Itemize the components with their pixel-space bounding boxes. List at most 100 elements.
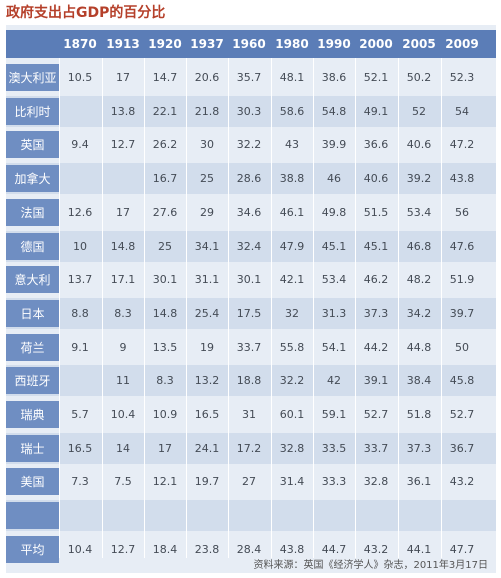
column-divider xyxy=(313,58,314,558)
table-cell: 10.4 xyxy=(67,542,93,556)
table-cell: 32.8 xyxy=(363,475,389,489)
row-label: 荷兰 xyxy=(6,333,59,361)
data-table: 1870 1913 1920 1937 1960 1980 1990 2000 2005 2009… xyxy=(6,25,496,573)
column-divider xyxy=(271,58,272,558)
table-cell: 7.5 xyxy=(114,475,132,489)
table-cell: 18.4 xyxy=(152,542,178,556)
table-cell: 49.8 xyxy=(321,205,347,219)
table-cell xyxy=(59,365,101,396)
table-cell: 33.7 xyxy=(363,441,389,455)
row-label: 西班牙 xyxy=(6,367,59,395)
table-cell: 9 xyxy=(119,340,127,354)
table-cell xyxy=(102,500,144,531)
row-label: 意大利 xyxy=(6,266,59,294)
table-cell: 52.7 xyxy=(449,408,475,421)
year-header-1980: 1980 xyxy=(275,37,309,51)
year-header-1960: 1960 xyxy=(232,37,266,51)
table-cell: 51.8 xyxy=(406,408,432,421)
table-cell: 53.4 xyxy=(321,273,347,287)
table-cell: 32.4 xyxy=(236,239,262,253)
table-cell: 30.1 xyxy=(236,273,262,287)
year-header-1920: 1920 xyxy=(148,37,182,51)
table-cell: 28.4 xyxy=(236,542,262,556)
table-cell: 48.2 xyxy=(406,273,432,287)
table-cell xyxy=(313,500,355,531)
table-cell xyxy=(186,500,228,531)
table-cell: 34.6 xyxy=(236,205,262,219)
table-cell: 5.7 xyxy=(71,408,89,421)
year-header-2005: 2005 xyxy=(402,37,436,51)
table-cell: 43.2 xyxy=(363,542,389,556)
table-cell: 13.5 xyxy=(152,340,178,354)
table-cell: 49.1 xyxy=(363,104,389,118)
table-cell: 24.1 xyxy=(194,441,220,455)
table-cell xyxy=(271,500,313,531)
year-header-1937: 1937 xyxy=(190,37,224,51)
table-cell: 30.1 xyxy=(152,273,178,287)
table-cell: 8.3 xyxy=(114,306,132,320)
table-cell: 46.8 xyxy=(406,239,432,253)
table-cell: 20.6 xyxy=(194,71,220,84)
table-cell: 33.3 xyxy=(321,475,347,489)
table-cell: 36.7 xyxy=(449,441,475,455)
table-row: 荷兰 9.1 9 13.5 19 33.7 55.8 54.1 44.2 44.8 50 xyxy=(6,332,496,363)
table-cell: 44.7 xyxy=(321,542,347,556)
table-cell: 46 xyxy=(327,172,341,186)
table-cell: 17 xyxy=(116,71,130,84)
table-row: 德国 10 14.8 25 34.1 32.4 47.9 45.1 45.1 46.8 47.6 xyxy=(6,230,496,262)
table-cell: 38.8 xyxy=(279,172,305,186)
table-cell: 12.6 xyxy=(67,205,93,219)
table-cell: 10.4 xyxy=(110,408,136,421)
table-cell: 54 xyxy=(455,104,469,118)
table-cell: 17.5 xyxy=(236,306,262,320)
table-cell: 17.1 xyxy=(110,273,136,287)
table-cell: 8.8 xyxy=(71,306,89,320)
table-cell: 16.5 xyxy=(194,408,220,421)
table-row xyxy=(6,500,496,532)
table-cell: 53.4 xyxy=(406,205,432,219)
table-cell xyxy=(398,500,440,531)
source-note: 资料来源：英国《经济学人》杂志，2011年3月17日 xyxy=(253,560,488,571)
row-label: 加拿大 xyxy=(6,165,59,193)
table-row: 美国 7.3 7.5 12.1 19.7 27 31.4 33.3 32.8 36.1 43.2 xyxy=(6,466,496,497)
table-cell: 27.6 xyxy=(152,205,178,219)
table-cell: 52.1 xyxy=(363,71,389,84)
year-header-1870: 1870 xyxy=(63,37,97,51)
table-cell: 52.7 xyxy=(363,408,389,421)
table-cell: 27 xyxy=(242,475,256,489)
column-divider xyxy=(186,58,187,558)
table-cell: 18.8 xyxy=(236,374,262,388)
table-cell: 55.8 xyxy=(279,340,305,354)
year-header-1990: 1990 xyxy=(317,37,351,51)
table-cell xyxy=(228,500,270,531)
column-divider xyxy=(228,58,229,558)
table-cell: 22.1 xyxy=(152,104,178,118)
table-cell: 37.3 xyxy=(363,306,389,320)
table-cell: 42 xyxy=(327,374,341,388)
table-cell: 34.2 xyxy=(406,306,432,320)
table-cell: 43.2 xyxy=(449,475,475,489)
column-divider xyxy=(398,58,399,558)
table-row: 英国 9.4 12.7 26.2 30 32.2 43 39.9 36.6 40.6 47.2 xyxy=(6,129,496,160)
table-cell xyxy=(144,500,186,531)
table-cell: 47.7 xyxy=(449,542,475,556)
table-cell: 52.3 xyxy=(449,71,475,84)
table-cell: 13.8 xyxy=(110,104,136,118)
table-cell: 31.1 xyxy=(194,273,220,287)
table-cell: 25.4 xyxy=(194,306,220,320)
table-cell xyxy=(59,163,101,194)
table-cell: 59.1 xyxy=(321,408,347,421)
table-cell: 38.4 xyxy=(406,374,432,388)
table-cell: 39.7 xyxy=(449,306,475,320)
row-label: 德国 xyxy=(6,232,59,260)
table-cell: 35.7 xyxy=(236,71,262,84)
table-row: 瑞士 16.5 14 17 24.1 17.2 32.8 33.5 33.7 37.3 36.7 xyxy=(6,432,496,464)
table-cell: 23.8 xyxy=(194,542,220,556)
row-label: 美国 xyxy=(6,468,59,496)
table-cell: 40.6 xyxy=(406,138,432,152)
table-cell: 42.1 xyxy=(279,273,305,287)
table-cell: 16.5 xyxy=(67,441,93,455)
row-label: 英国 xyxy=(6,131,59,159)
table-cell: 10.5 xyxy=(67,71,93,84)
table-cell: 17.2 xyxy=(236,441,262,455)
